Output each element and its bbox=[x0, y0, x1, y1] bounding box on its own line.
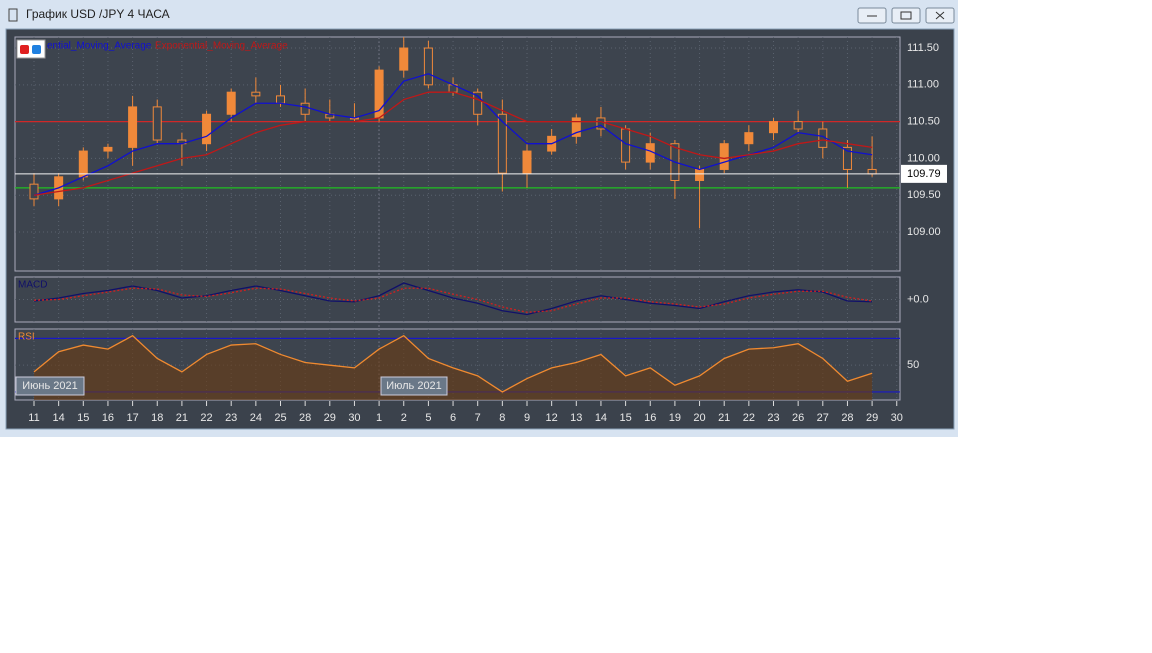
legend-entry: Exponential_Moving_Average bbox=[155, 41, 288, 52]
x-tick-label: 7 bbox=[475, 412, 481, 424]
candle-body bbox=[423, 47, 433, 86]
y-tick-label: 110.50 bbox=[907, 116, 940, 128]
month-label-box bbox=[15, 376, 85, 396]
candle-body bbox=[29, 183, 39, 200]
y-tick-label: 109.00 bbox=[907, 226, 941, 238]
series-line bbox=[33, 282, 873, 316]
x-tick-label: 15 bbox=[619, 412, 631, 424]
x-tick-label: 17 bbox=[126, 412, 138, 424]
legend-entry: MACD bbox=[18, 280, 47, 291]
icon bbox=[900, 11, 912, 20]
series-line bbox=[33, 73, 873, 196]
chart-layer: 11 14 15 16 17 18 21 22 23 24 25 28 29 30 1 2 5 6 7 8 9 12 13 1… bbox=[15, 37, 947, 424]
candle-body bbox=[399, 47, 409, 71]
month-label: Июнь 2021 bbox=[22, 380, 78, 392]
price-panel bbox=[14, 36, 901, 272]
x-tick-label: 28 bbox=[841, 412, 853, 424]
candle-body bbox=[621, 128, 631, 163]
x-tick-label: 19 bbox=[669, 412, 681, 424]
y-tick-label: 111.00 bbox=[907, 79, 939, 91]
candle-body bbox=[793, 121, 803, 130]
y-tick-label: 109.50 bbox=[907, 189, 941, 201]
x-tick-label: 24 bbox=[250, 412, 262, 424]
x-tick-label: 21 bbox=[176, 412, 188, 424]
candle-body bbox=[251, 91, 261, 97]
x-tick-label: 27 bbox=[817, 412, 829, 424]
x-tick-label: 21 bbox=[718, 412, 730, 424]
candle-body bbox=[300, 102, 310, 115]
x-tick-label: 26 bbox=[792, 412, 804, 424]
maximize-button[interactable] bbox=[891, 7, 921, 24]
y-tick-label: +0.0 bbox=[907, 293, 929, 305]
x-tick-label: 8 bbox=[499, 412, 505, 424]
candle-body bbox=[842, 146, 852, 170]
candle-body bbox=[226, 91, 236, 115]
window-icon bbox=[8, 8, 18, 22]
candle-body bbox=[152, 106, 162, 141]
x-tick-label: 1 bbox=[376, 412, 382, 424]
candle-body bbox=[103, 146, 113, 152]
candle-body bbox=[571, 117, 581, 137]
month-label: Июль 2021 bbox=[386, 380, 442, 392]
x-tick-label: 30 bbox=[891, 412, 903, 424]
x-tick-label: 14 bbox=[53, 412, 65, 424]
series-line bbox=[33, 287, 873, 313]
y-tick-label: 50 bbox=[907, 359, 919, 371]
x-tick-label: 16 bbox=[102, 412, 114, 424]
x-tick-label: 29 bbox=[866, 412, 878, 424]
candle-body bbox=[473, 91, 483, 115]
x-tick-label: 12 bbox=[546, 412, 558, 424]
legend-entry: RSI bbox=[18, 332, 35, 343]
candle-body bbox=[202, 113, 212, 145]
x-tick-label: 18 bbox=[151, 412, 163, 424]
x-tick-label: 9 bbox=[524, 412, 530, 424]
x-tick-label: 6 bbox=[450, 412, 456, 424]
x-tick-label: 30 bbox=[348, 412, 360, 424]
x-tick-label: 28 bbox=[299, 412, 311, 424]
y-tick-label: 110.00 bbox=[907, 152, 940, 164]
month-label-box bbox=[380, 376, 448, 396]
candle-body bbox=[128, 106, 138, 148]
x-tick-label: 23 bbox=[767, 412, 779, 424]
candle-body bbox=[276, 95, 285, 104]
x-tick-label: 2 bbox=[401, 412, 407, 424]
x-tick-label: 20 bbox=[693, 412, 705, 424]
candle-body bbox=[522, 150, 532, 174]
x-tick-label: 16 bbox=[644, 412, 656, 424]
legend-entry: ential_Moving_Average bbox=[47, 41, 152, 52]
x-tick-label: 25 bbox=[274, 412, 286, 424]
candle-body bbox=[769, 121, 778, 134]
icon bbox=[32, 45, 41, 54]
series-line bbox=[33, 91, 873, 196]
x-tick-label: 22 bbox=[743, 412, 755, 424]
window-title: График USD /JPY 4 ЧАСА bbox=[26, 7, 170, 21]
candle-body bbox=[744, 132, 754, 145]
last-price-label: 109.79 bbox=[907, 168, 941, 180]
x-tick-label: 22 bbox=[200, 412, 212, 424]
x-tick-label: 14 bbox=[595, 412, 607, 424]
series-line bbox=[33, 334, 873, 393]
x-tick-label: 29 bbox=[324, 412, 336, 424]
candle-body bbox=[497, 113, 507, 174]
x-tick-label: 23 bbox=[225, 412, 237, 424]
icon bbox=[935, 11, 945, 20]
last-price-box bbox=[901, 164, 947, 183]
candle-body bbox=[719, 143, 729, 170]
x-tick-label: 5 bbox=[425, 412, 431, 424]
x-tick-label: 13 bbox=[570, 412, 582, 424]
candle-body bbox=[867, 168, 877, 175]
candle-body bbox=[695, 168, 705, 181]
x-tick-label: 11 bbox=[28, 412, 39, 424]
x-tick-label: 15 bbox=[77, 412, 89, 424]
candle-body bbox=[78, 150, 88, 178]
y-tick-label: 111.50 bbox=[907, 42, 939, 54]
icon bbox=[20, 45, 29, 54]
